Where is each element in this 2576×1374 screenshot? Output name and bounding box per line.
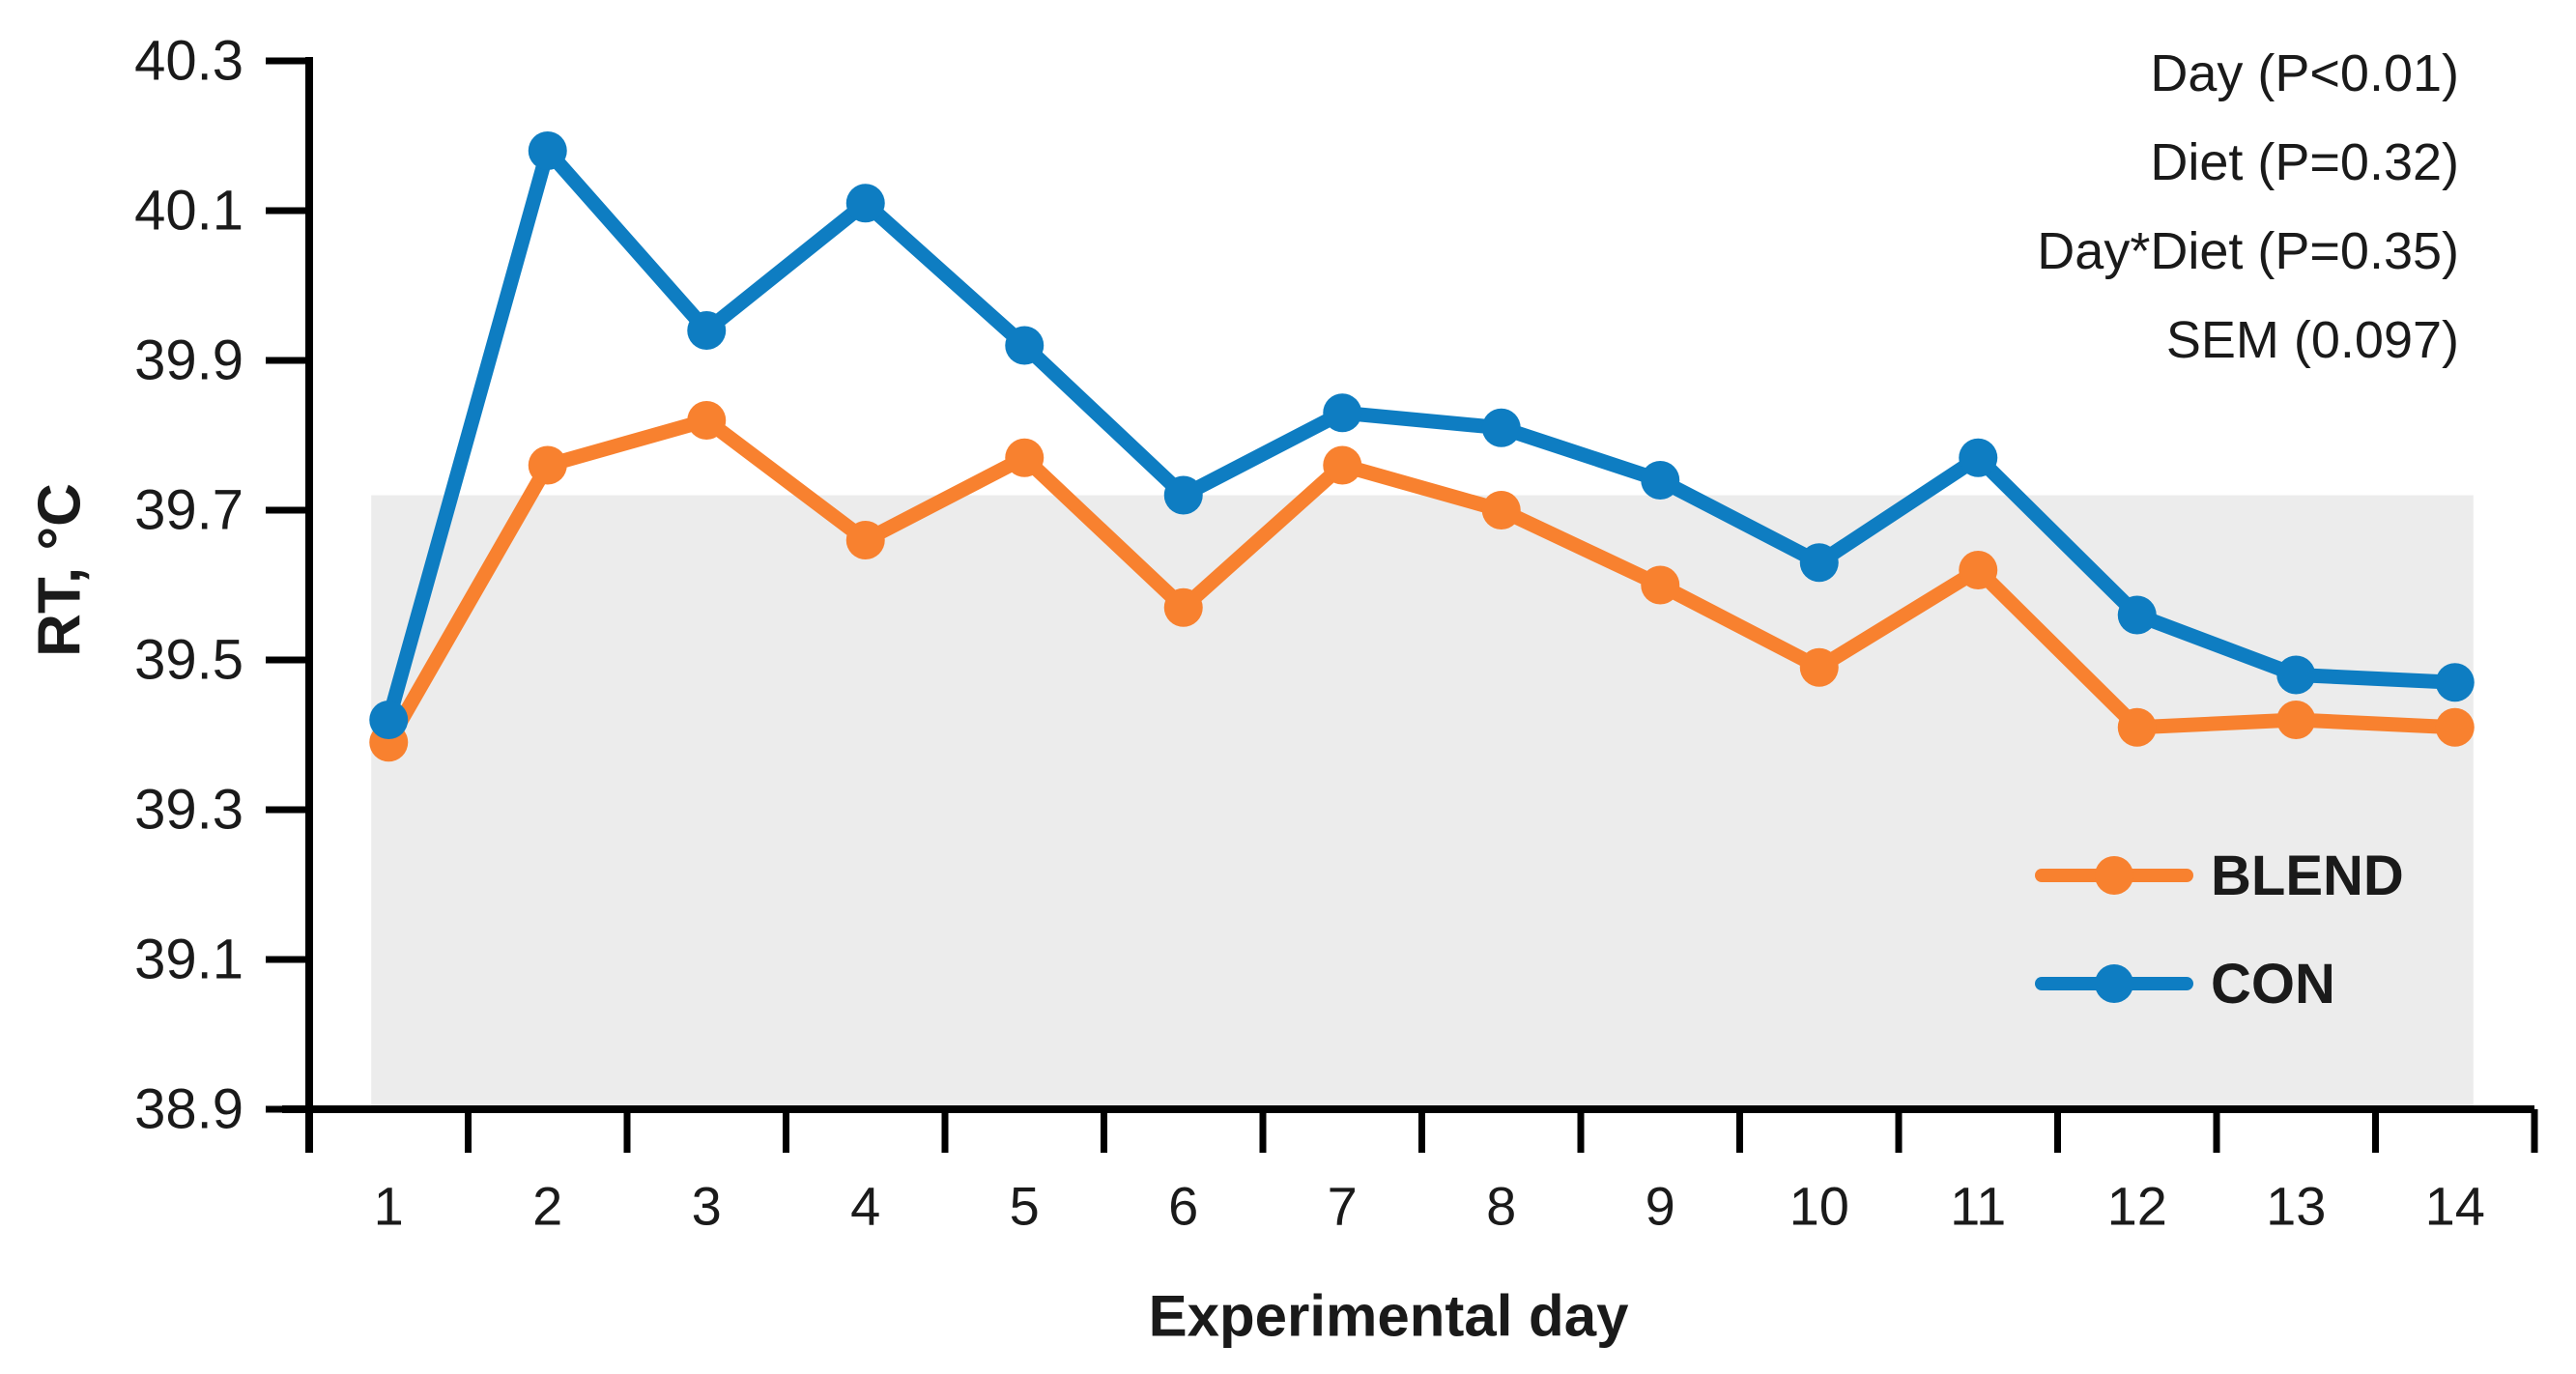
stat-line-day: Day (P<0.01) bbox=[2150, 44, 2459, 102]
stats-annotation: Day (P<0.01) Diet (P=0.32) Day*Diet (P=0… bbox=[2037, 29, 2459, 385]
data-point-blend-day-14 bbox=[2435, 707, 2475, 747]
x-tick-label: 14 bbox=[2425, 1176, 2485, 1237]
x-tick-label: 10 bbox=[1789, 1176, 1849, 1237]
stat-line-sem: SEM (0.097) bbox=[2165, 311, 2459, 369]
data-point-con-day-13 bbox=[2276, 655, 2316, 695]
data-point-blend-day-12 bbox=[2117, 707, 2157, 747]
x-tick-label: 9 bbox=[1646, 1176, 1675, 1237]
legend-item-con: CON bbox=[2035, 945, 2404, 1022]
legend-label-blend: BLEND bbox=[2211, 844, 2404, 907]
stat-line-diet: Diet (P=0.32) bbox=[2150, 133, 2459, 191]
stat-line-day-diet: Day*Diet (P=0.35) bbox=[2037, 222, 2459, 280]
legend-item-blend: BLEND bbox=[2035, 837, 2404, 914]
legend: BLEND CON bbox=[2035, 837, 2404, 1053]
x-tick-label: 13 bbox=[2266, 1176, 2326, 1237]
x-tick-label: 4 bbox=[850, 1176, 880, 1237]
blend-line-marker-icon bbox=[2035, 837, 2193, 914]
data-point-con-day-12 bbox=[2117, 595, 2157, 635]
y-tick-label: 40.1 bbox=[134, 180, 243, 243]
y-tick-label: 40.3 bbox=[134, 30, 243, 93]
data-point-blend-day-11 bbox=[1959, 551, 1998, 589]
data-point-blend-day-9 bbox=[1641, 565, 1680, 605]
data-point-con-day-7 bbox=[1323, 393, 1362, 433]
data-point-con-day-9 bbox=[1641, 461, 1680, 500]
con-line-marker-icon bbox=[2035, 945, 2193, 1022]
series-line-blend bbox=[381, 413, 2463, 750]
data-point-con-day-8 bbox=[1481, 408, 1521, 447]
x-tick-label: 8 bbox=[1486, 1176, 1516, 1237]
data-point-con-day-14 bbox=[2435, 663, 2475, 702]
x-tick-label: 12 bbox=[2107, 1176, 2167, 1237]
x-tick-label: 11 bbox=[1950, 1176, 2006, 1237]
x-tick-label: 3 bbox=[692, 1176, 722, 1237]
x-axis-title: Experimental day bbox=[1148, 1283, 1629, 1349]
legend-label-con: CON bbox=[2211, 952, 2335, 1016]
data-point-blend-day-13 bbox=[2276, 701, 2316, 739]
data-point-blend-day-7 bbox=[1323, 445, 1362, 485]
x-tick-label: 5 bbox=[1010, 1176, 1040, 1237]
data-point-blend-day-2 bbox=[528, 445, 567, 485]
y-tick-label: 39.3 bbox=[134, 779, 243, 842]
data-point-blend-day-5 bbox=[1005, 438, 1045, 477]
data-point-blend-day-10 bbox=[1799, 647, 1839, 687]
data-point-con-day-6 bbox=[1163, 475, 1203, 515]
data-point-con-day-10 bbox=[1799, 543, 1839, 583]
x-tick-label: 1 bbox=[374, 1176, 404, 1237]
data-point-blend-day-3 bbox=[687, 401, 727, 440]
y-axis-title: RT, °C bbox=[26, 483, 94, 657]
x-tick-label: 2 bbox=[532, 1176, 562, 1237]
data-point-con-day-5 bbox=[1005, 326, 1045, 365]
y-tick-label: 39.7 bbox=[134, 479, 243, 542]
data-point-con-day-1 bbox=[369, 701, 409, 739]
data-point-blend-day-8 bbox=[1481, 491, 1521, 530]
data-point-con-day-3 bbox=[687, 311, 727, 350]
x-tick-label: 7 bbox=[1328, 1176, 1358, 1237]
x-tick-label: 6 bbox=[1168, 1176, 1198, 1237]
data-point-blend-day-4 bbox=[845, 521, 885, 559]
series-line-con bbox=[381, 143, 2463, 728]
y-tick-label: 39.1 bbox=[134, 929, 243, 991]
y-tick-label: 39.5 bbox=[134, 629, 243, 692]
y-tick-label: 39.9 bbox=[134, 329, 243, 392]
data-point-con-day-11 bbox=[1959, 438, 1998, 477]
data-point-con-day-4 bbox=[845, 184, 885, 223]
data-point-con-day-2 bbox=[528, 131, 567, 170]
data-point-blend-day-6 bbox=[1163, 587, 1203, 627]
y-tick-label: 38.9 bbox=[134, 1078, 243, 1141]
